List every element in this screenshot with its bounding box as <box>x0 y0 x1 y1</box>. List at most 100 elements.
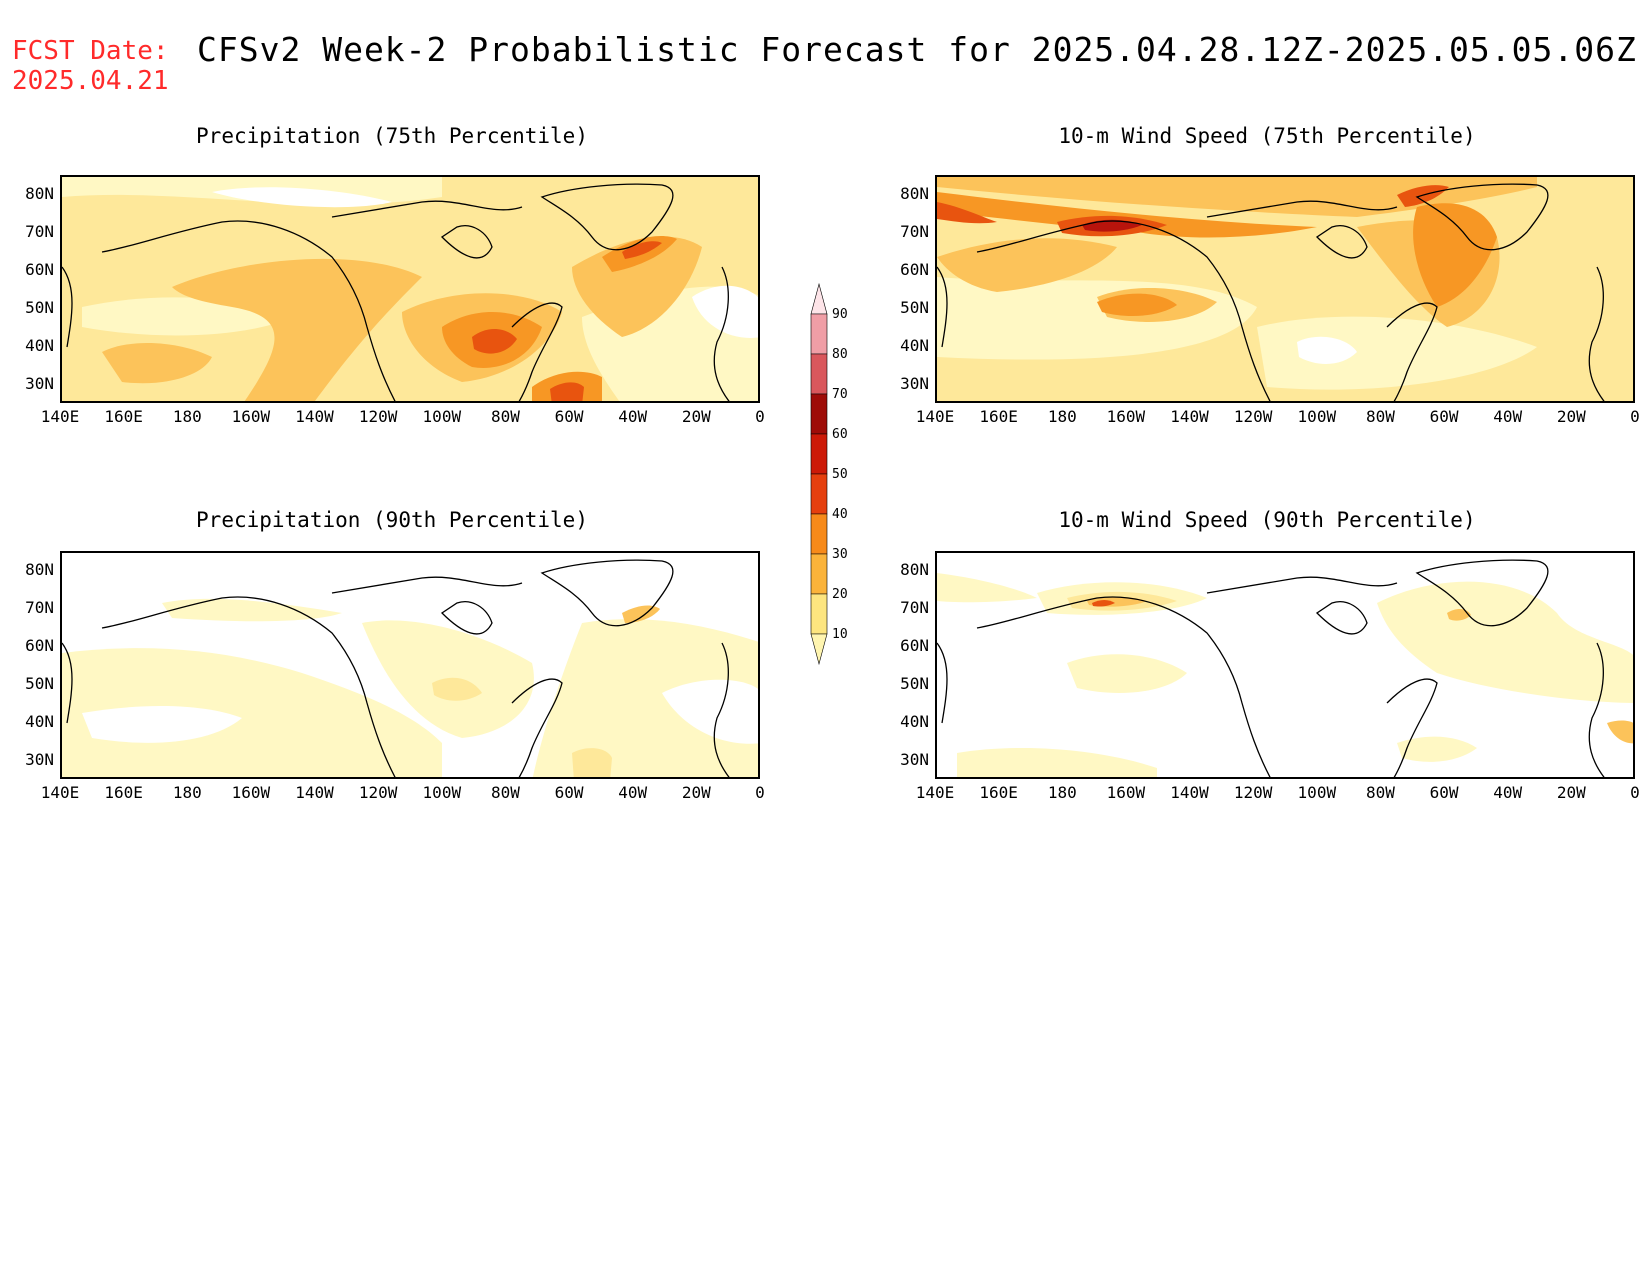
lon-tick-label: 120W <box>358 407 398 426</box>
colorbar-level-label: 80 <box>832 347 848 362</box>
field-low-area <box>532 619 758 777</box>
colorbar-swatch <box>810 473 828 515</box>
coast-alaska <box>976 220 1271 401</box>
map-wind-90 <box>935 551 1635 779</box>
field-high-area <box>1447 609 1471 621</box>
lon-tick-label: 100W <box>1297 783 1337 802</box>
lon-tick-label: 180 <box>1047 783 1077 802</box>
colorbar-level-label: 60 <box>832 427 848 442</box>
colorbar-swatch <box>810 353 828 395</box>
lat-tick-label: 70N <box>25 222 54 241</box>
lon-tick-label: 120W <box>358 783 398 802</box>
field-low-area <box>937 573 1037 603</box>
field-peak-area <box>937 202 997 224</box>
colorbar-swatch <box>810 633 828 666</box>
panel-title-precip-90: Precipitation (90th Percentile) <box>196 508 588 532</box>
coast-asia <box>937 266 948 348</box>
lon-tick-label: 0 <box>755 783 765 802</box>
lon-tick-label: 160E <box>104 783 143 802</box>
lat-tick-label: 50N <box>900 674 929 693</box>
lon-tick-label: 60W <box>1429 407 1459 426</box>
coastlines <box>62 559 730 777</box>
lon-tick-label: 100W <box>422 783 462 802</box>
lon-tick-label: 80W <box>491 783 520 802</box>
map-wind-75 <box>935 175 1635 403</box>
colorbar-level-label: 10 <box>832 627 848 642</box>
lon-tick-label: 0 <box>1630 407 1640 426</box>
field-low-area <box>212 187 392 208</box>
coast-alaska <box>101 596 396 777</box>
coast-east-us <box>1386 678 1438 777</box>
coast-europe <box>1588 642 1605 777</box>
panel-title-wind-75: 10-m Wind Speed (75th Percentile) <box>1058 124 1476 148</box>
fcst-date-label: FCST Date: <box>12 36 169 66</box>
lon-tick-label: 180 <box>172 407 202 426</box>
field-low-area <box>1067 654 1187 693</box>
lon-tick-label: 140W <box>295 407 334 426</box>
lon-tick-label: 80W <box>491 407 520 426</box>
colorbar-level-label: 70 <box>832 387 848 402</box>
colorbar-swatch <box>810 313 828 355</box>
lon-tick-label: 120W <box>1233 407 1273 426</box>
field-high-area <box>1607 720 1633 744</box>
field-high-area <box>937 192 1317 238</box>
lat-tick-label: 50N <box>25 298 54 317</box>
field-low-area <box>1377 581 1633 703</box>
field-peak-area <box>472 328 517 354</box>
field-low-area <box>1397 736 1477 762</box>
coast-arctic <box>331 200 523 218</box>
coast-greenland <box>540 559 674 627</box>
lon-tick-label: 0 <box>755 407 765 426</box>
field-mid-area <box>937 177 1537 217</box>
coast-east-us <box>511 302 563 401</box>
coast-greenland <box>1415 559 1549 627</box>
coast-east-us <box>1386 302 1438 401</box>
coast-greenland <box>1415 183 1549 251</box>
field-high-area <box>1097 293 1177 317</box>
lat-tick-label: 70N <box>900 222 929 241</box>
lat-tick-label: 30N <box>900 374 929 393</box>
lon-tick-label: 180 <box>1047 407 1077 426</box>
lon-tick-label: 140E <box>40 783 80 802</box>
lon-tick-label: 20W <box>1556 407 1586 426</box>
field-low-area <box>62 648 442 777</box>
lat-tick-label: 40N <box>25 712 54 731</box>
lat-tick-label: 80N <box>900 560 929 579</box>
coastlines <box>937 183 1605 401</box>
fcst-date: FCST Date: 2025.04.21 <box>12 36 169 96</box>
lon-tick-label: 120W <box>1233 783 1273 802</box>
field-peak-area <box>550 382 584 401</box>
field-mid-area <box>102 342 212 384</box>
lon-tick-label: 40W <box>618 407 648 426</box>
colorbar-level-label: 20 <box>832 587 848 602</box>
coast-arctic <box>331 576 523 594</box>
map-precip-75-svg <box>62 177 758 401</box>
lon-tick-label: 160E <box>104 407 143 426</box>
lon-tick-label: 60W <box>1429 783 1459 802</box>
field-peak-area <box>622 241 662 259</box>
lon-tick-label: 20W <box>681 783 711 802</box>
fcst-date-value: 2025.04.21 <box>12 66 169 96</box>
colorbar-swatch <box>810 282 828 315</box>
lon-tick-label: 20W <box>681 407 711 426</box>
lat-tick-label: 50N <box>25 674 54 693</box>
lon-tick-label: 160E <box>979 407 1018 426</box>
lon-tick-label: 160W <box>1106 783 1146 802</box>
lon-tick-label: 0 <box>1630 783 1640 802</box>
lon-tick-label: 180 <box>172 783 202 802</box>
coast-asia <box>62 266 73 348</box>
lon-tick-label: 160W <box>1106 407 1146 426</box>
field-mid-area <box>432 677 482 701</box>
lon-tick-label: 60W <box>554 783 584 802</box>
lon-tick-label: 160W <box>231 783 271 802</box>
lat-tick-label: 60N <box>900 636 929 655</box>
lon-tick-label: 40W <box>618 783 648 802</box>
colorbar: 10 20 30 40 50 60 70 80 90 <box>809 276 879 690</box>
lon-tick-label: 160W <box>231 407 271 426</box>
lon-tick-label: 140E <box>915 783 955 802</box>
lat-tick-label: 80N <box>25 184 54 203</box>
lat-tick-label: 80N <box>900 184 929 203</box>
coast-hudson <box>440 225 493 259</box>
colorbar-svg: 10 20 30 40 50 60 70 80 90 <box>810 282 848 666</box>
lat-tick-label: 60N <box>25 636 54 655</box>
